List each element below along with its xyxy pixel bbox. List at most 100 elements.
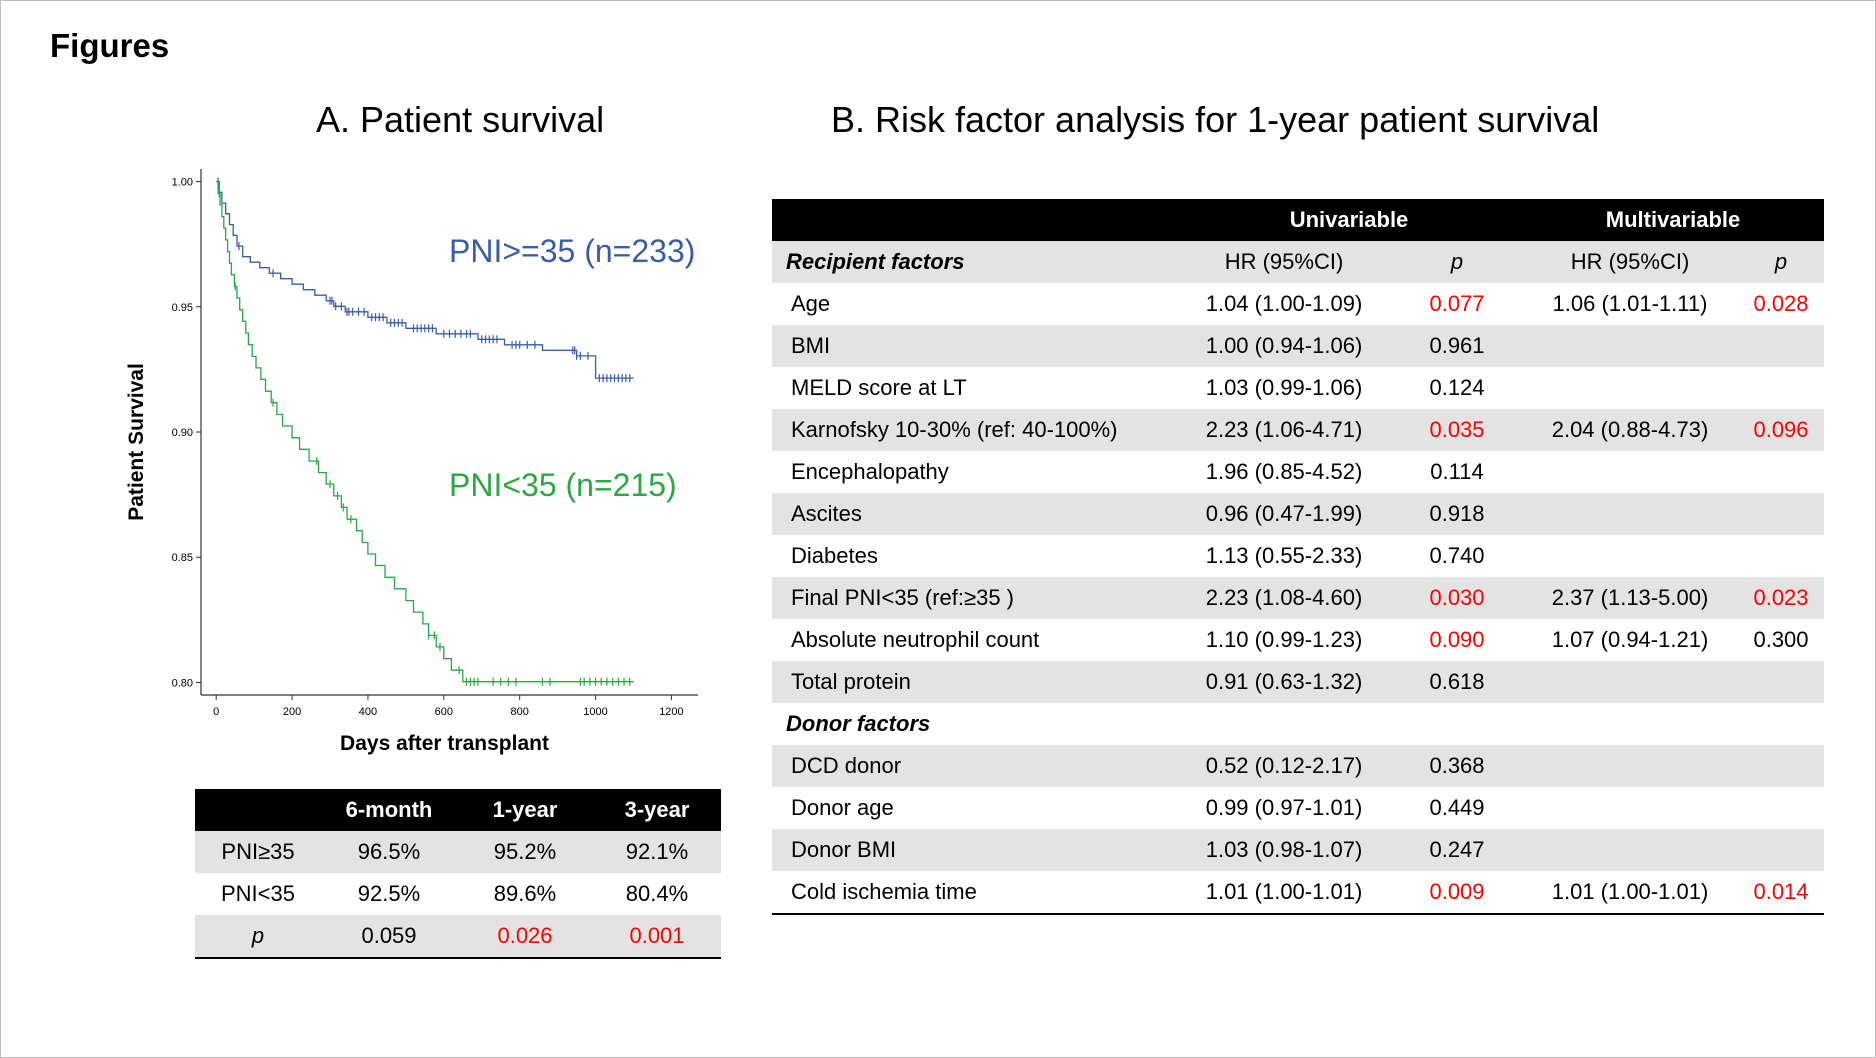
header-cell: 6-month [321, 789, 457, 831]
variable-name: Final PNI<35 (ref:≥35 ) [772, 577, 1176, 619]
univariable-hr: 1.10 (0.99-1.23) [1205, 627, 1363, 652]
y-tick-label: 0.85 [172, 552, 193, 564]
multivariable-hr: 2.37 (1.13-5.00) [1522, 577, 1738, 619]
multivariable-header: Multivariable [1522, 199, 1824, 241]
header-cell [195, 789, 321, 831]
univariable-p: 0.077 [1429, 291, 1485, 316]
table-row: Karnofsky 10-30% (ref: 40-100%) 2.23 (1.0… [772, 409, 1824, 451]
univariable-hr: 0.52 (0.12-2.17) [1176, 745, 1392, 787]
table-cell: 0.059 [321, 915, 457, 959]
variable-name: Absolute neutrophil count [791, 627, 1040, 652]
univariable-p: 0.114 [1430, 459, 1484, 484]
multivariable-hr [1522, 367, 1738, 409]
x-tick-label: 400 [359, 706, 377, 718]
multivariable-p [1738, 787, 1824, 829]
univariable-p: 0.124 [1429, 375, 1485, 400]
table-cell: 89.6% [493, 881, 557, 906]
multivariable-p [1738, 745, 1824, 787]
univariable-hr: 1.03 (0.99-1.06) [1205, 375, 1363, 400]
variable-name: Diabetes [791, 543, 878, 568]
subheader-cell: HR (95%CI) [1522, 241, 1738, 283]
table-row: Donor age 0.99 (0.97-1.01) 0.449 [772, 787, 1824, 829]
table-cell: 95.2% [457, 831, 593, 873]
multivariable-p: 0.028 [1753, 291, 1809, 316]
variable-name: Encephalopathy [791, 459, 949, 484]
series-label-pni-low: PNI<35 (n=215) [449, 467, 677, 503]
multivariable-p [1738, 367, 1824, 409]
multivariable-hr [1522, 745, 1738, 787]
survival-table-header: 6-month 1-year 3-year [195, 789, 721, 831]
variable-name: Donor age [791, 795, 894, 820]
table-row: Final PNI<35 (ref:≥35 ) 2.23 (1.08-4.60) 0… [772, 577, 1824, 619]
table-cell: 96.5% [321, 831, 457, 873]
series-label-pni-high: PNI>=35 (n=233) [449, 233, 695, 269]
variable-name: Karnofsky 10-30% (ref: 40-100%) [772, 409, 1176, 451]
donor-section-row: Donor factors [772, 703, 1824, 745]
multivariable-p [1738, 325, 1824, 367]
risk-table-group-header: Univariable Multivariable [772, 199, 1824, 241]
multivariable-hr [1522, 535, 1738, 577]
variable-name: MELD score at LT [791, 375, 967, 400]
univariable-hr: 1.03 (0.98-1.07) [1176, 829, 1392, 871]
header-cell [772, 199, 1176, 241]
multivariable-p [1738, 661, 1824, 703]
variable-name: Ascites [772, 493, 1176, 535]
row-label: p [195, 915, 321, 959]
univariable-p: 0.247 [1392, 829, 1522, 871]
y-tick-label: 0.90 [172, 427, 193, 439]
x-tick-label: 600 [435, 706, 453, 718]
univariable-p: 0.009 [1392, 871, 1522, 915]
x-tick-label: 0 [213, 706, 219, 718]
table-row: Diabetes 1.13 (0.55-2.33) 0.740 [772, 535, 1824, 577]
multivariable-hr [1522, 493, 1738, 535]
risk-factor-table: Univariable Multivariable Recipient fact… [772, 199, 1824, 915]
univariable-hr: 1.13 (0.55-2.33) [1205, 543, 1363, 568]
header-cell: 3-year [593, 789, 721, 831]
multivariable-hr [1522, 829, 1738, 871]
table-cell: 92.1% [593, 831, 721, 873]
multivariable-p: 0.096 [1738, 409, 1824, 451]
multivariable-hr: 2.04 (0.88-4.73) [1522, 409, 1738, 451]
x-tick-label: 1200 [659, 706, 683, 718]
y-tick-label: 1.00 [172, 177, 193, 189]
variable-name: Age [791, 291, 831, 316]
variable-name: Cold ischemia time [772, 871, 1176, 915]
subheader-cell: p [1392, 241, 1522, 283]
multivariable-hr [1522, 325, 1738, 367]
multivariable-p [1738, 451, 1824, 493]
multivariable-hr [1522, 787, 1738, 829]
univariable-p: 0.618 [1392, 661, 1522, 703]
multivariable-p [1738, 535, 1824, 577]
x-tick-label: 1000 [583, 706, 607, 718]
row-label: PNI<35 [221, 881, 295, 906]
univariable-p: 0.740 [1429, 543, 1485, 568]
univariable-p: 0.030 [1392, 577, 1522, 619]
table-row: DCD donor 0.52 (0.12-2.17) 0.368 [772, 745, 1824, 787]
table-row: Total protein 0.91 (0.63-1.32) 0.618 [772, 661, 1824, 703]
univariable-hr: 0.96 (0.47-1.99) [1176, 493, 1392, 535]
y-tick-label: 0.80 [172, 677, 193, 689]
page-heading: Figures [50, 27, 170, 64]
panel-a-title: A. Patient survival [316, 99, 605, 140]
row-label: PNI≥35 [195, 831, 321, 873]
multivariable-p: 0.300 [1753, 627, 1809, 652]
table-row: p 0.059 0.026 0.001 [195, 915, 721, 959]
univariable-p: 0.090 [1429, 627, 1485, 652]
table-row: Encephalopathy 1.96 (0.85-4.52) 0.114 [772, 451, 1824, 493]
univariable-hr: 1.00 (0.94-1.06) [1176, 325, 1392, 367]
univariable-hr: 2.23 (1.06-4.71) [1176, 409, 1392, 451]
table-row: Age 1.04 (1.00-1.09) 0.077 1.06 (1.01-1.11)… [772, 283, 1824, 325]
x-axis-label: Days after transplant [340, 732, 549, 755]
table-row: Donor BMI 1.03 (0.98-1.07) 0.247 [772, 829, 1824, 871]
variable-name: BMI [772, 325, 1176, 367]
univariable-p: 0.035 [1392, 409, 1522, 451]
table-row: Cold ischemia time 1.01 (1.00-1.01) 0.009 1… [772, 871, 1824, 915]
x-tick-label: 800 [511, 706, 529, 718]
table-row: Absolute neutrophil count 1.10 (0.99-1.23… [772, 619, 1824, 661]
subheader-cell: HR (95%CI) [1176, 241, 1392, 283]
multivariable-p: 0.014 [1738, 871, 1824, 915]
table-cell: 0.001 [593, 915, 721, 959]
recipient-section-label: Recipient factors [772, 241, 1176, 283]
donor-section-label: Donor factors [786, 711, 931, 736]
